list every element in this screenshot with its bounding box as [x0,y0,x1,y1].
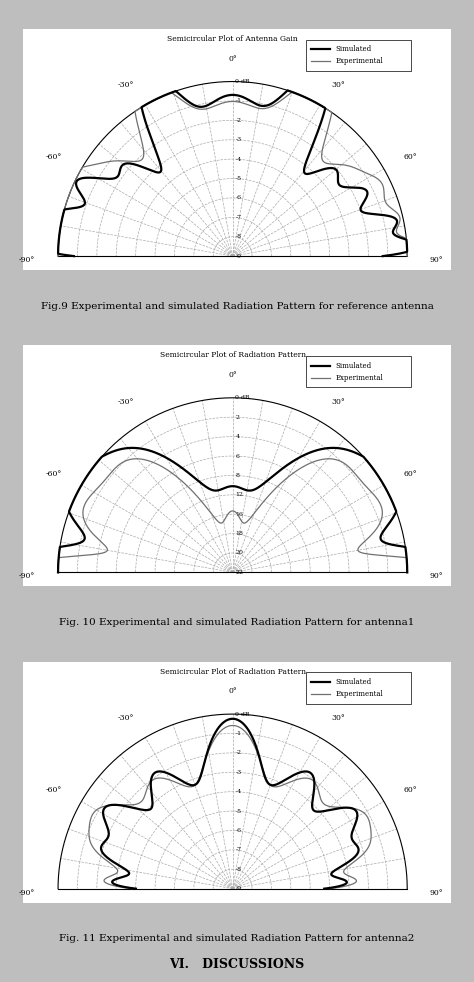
Text: Fig. 10 Experimental and simulated Radiation Pattern for antenna1: Fig. 10 Experimental and simulated Radia… [59,618,415,627]
Text: Fig. 11 Experimental and simulated Radiation Pattern for antenna2: Fig. 11 Experimental and simulated Radia… [59,935,415,944]
Text: VI.   DISCUSSIONS: VI. DISCUSSIONS [169,957,305,971]
Text: Fig.9 Experimental and simulated Radiation Pattern for reference antenna: Fig.9 Experimental and simulated Radiati… [41,301,433,311]
